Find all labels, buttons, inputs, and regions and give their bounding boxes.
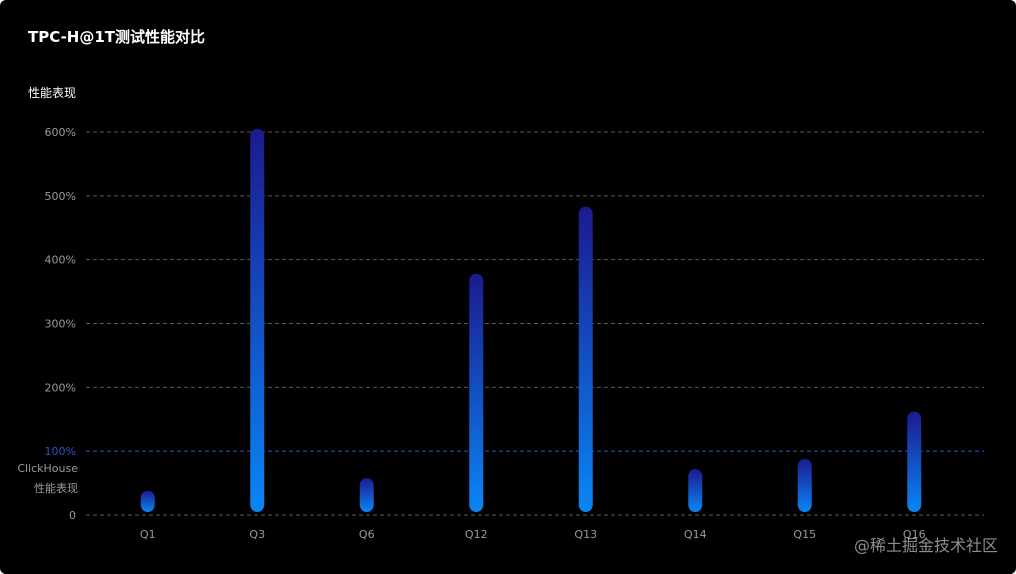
x-tick-label: Q6 <box>359 528 375 541</box>
y-tick-label: 200% <box>45 381 76 394</box>
watermark: @稀土掘金技术社区 <box>853 536 998 555</box>
x-tick-label: Q16 <box>903 528 926 541</box>
x-tick-label: Q15 <box>793 528 816 541</box>
x-tick-label: Q3 <box>249 528 265 541</box>
y-tick-label: 100% <box>45 445 76 458</box>
y-tick-label: 0 <box>69 509 76 522</box>
x-tick-label: Q12 <box>465 528 488 541</box>
bar-q6 <box>359 477 374 512</box>
y-axis-label: 性能表现 <box>28 86 76 100</box>
x-tick-label: Q13 <box>574 528 597 541</box>
x-tick-label: Q1 <box>140 528 156 541</box>
y-tick-label: 300% <box>45 318 76 331</box>
bar-q14 <box>688 469 703 512</box>
bar-q1 <box>140 490 155 512</box>
reference-line-label: ClickHouse <box>17 462 78 475</box>
y-tick-label: 500% <box>45 190 76 203</box>
y-tick-label: 600% <box>45 126 76 139</box>
reference-line-label: 性能表现 <box>34 481 78 495</box>
bar-q13 <box>578 206 593 512</box>
bar-q15 <box>797 458 812 512</box>
y-tick-label: 400% <box>45 254 76 267</box>
chart-title: TPC-H@1T测试性能对比 <box>28 28 206 46</box>
x-tick-label: Q14 <box>684 528 707 541</box>
bar-q16 <box>907 411 922 512</box>
bar-q3 <box>250 128 265 512</box>
bar-q12 <box>469 273 484 512</box>
